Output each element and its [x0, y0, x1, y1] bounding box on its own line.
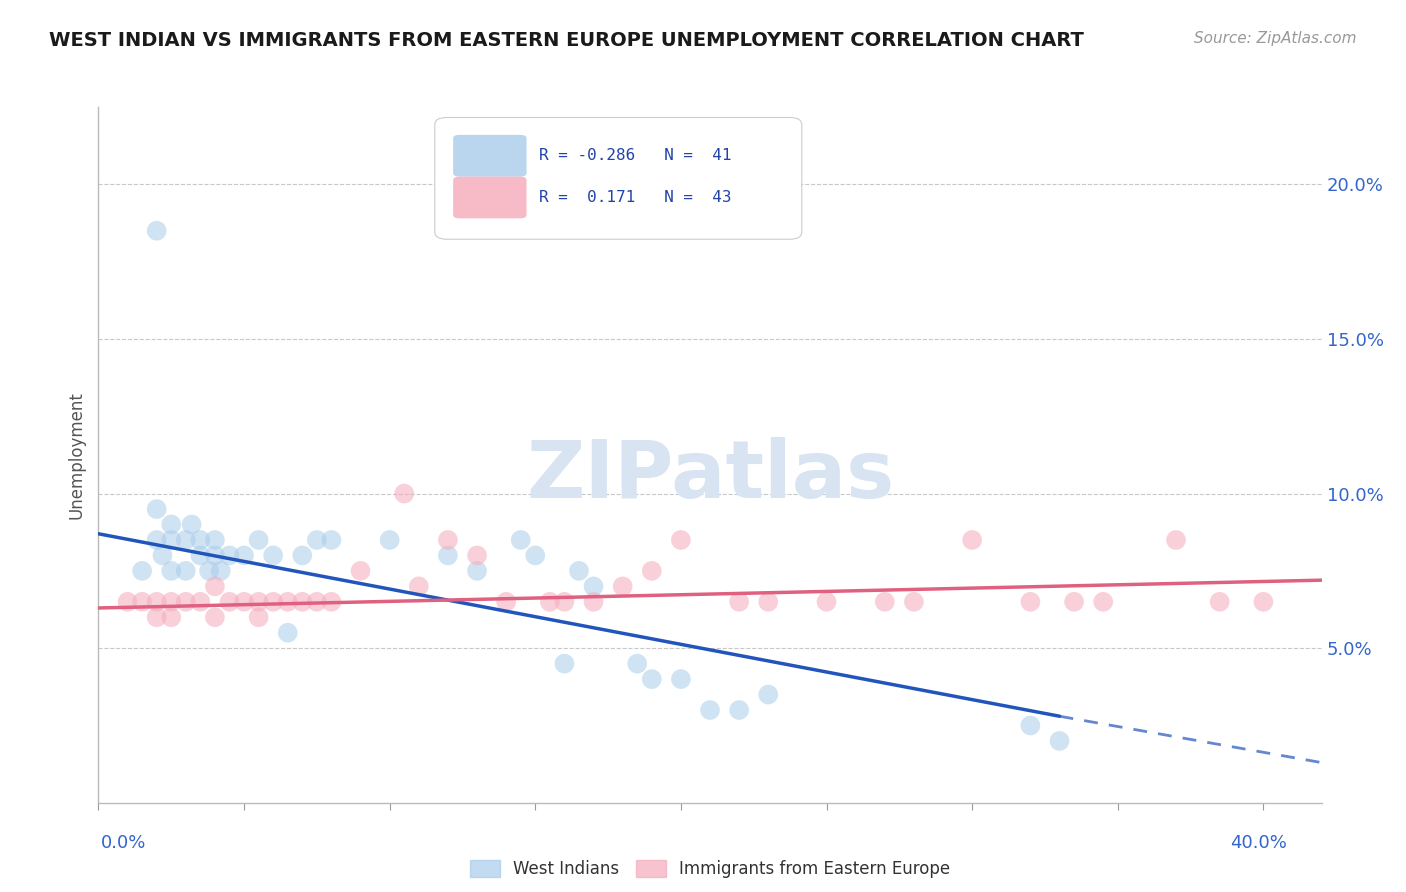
- Point: [233, 595, 256, 609]
- Point: [174, 564, 197, 578]
- Point: [1253, 595, 1275, 609]
- Point: [188, 549, 212, 563]
- Point: [756, 595, 779, 609]
- Point: [873, 595, 896, 609]
- Point: [392, 486, 416, 500]
- Point: [152, 549, 174, 563]
- Point: [728, 703, 751, 717]
- Point: [188, 595, 212, 609]
- Point: [145, 224, 167, 238]
- Point: [524, 549, 547, 563]
- Point: [262, 595, 284, 609]
- Text: ZIPatlas: ZIPatlas: [526, 437, 894, 515]
- Text: WEST INDIAN VS IMMIGRANTS FROM EASTERN EUROPE UNEMPLOYMENT CORRELATION CHART: WEST INDIAN VS IMMIGRANTS FROM EASTERN E…: [49, 31, 1084, 50]
- Point: [198, 564, 221, 578]
- Point: [349, 564, 371, 578]
- Point: [204, 610, 226, 624]
- Point: [1049, 734, 1071, 748]
- Point: [117, 595, 139, 609]
- Point: [815, 595, 838, 609]
- Point: [669, 672, 692, 686]
- Point: [509, 533, 531, 547]
- Text: Source: ZipAtlas.com: Source: ZipAtlas.com: [1194, 31, 1357, 46]
- Point: [209, 564, 232, 578]
- Point: [218, 595, 240, 609]
- Point: [204, 549, 226, 563]
- Point: [465, 549, 488, 563]
- Point: [305, 595, 328, 609]
- Point: [188, 533, 212, 547]
- Point: [538, 595, 561, 609]
- Point: [960, 533, 983, 547]
- Point: [1208, 595, 1232, 609]
- Point: [131, 595, 153, 609]
- Point: [174, 595, 197, 609]
- Point: [204, 579, 226, 593]
- Point: [145, 533, 167, 547]
- Point: [305, 533, 328, 547]
- Point: [262, 549, 284, 563]
- Point: [145, 595, 167, 609]
- Point: [131, 564, 153, 578]
- Point: [408, 579, 430, 593]
- Point: [728, 595, 751, 609]
- Y-axis label: Unemployment: Unemployment: [67, 391, 86, 519]
- Point: [699, 703, 721, 717]
- Point: [1092, 595, 1115, 609]
- Point: [321, 595, 343, 609]
- Point: [277, 625, 299, 640]
- Point: [180, 517, 202, 532]
- Point: [582, 595, 605, 609]
- Point: [321, 533, 343, 547]
- Point: [1063, 595, 1085, 609]
- Point: [277, 595, 299, 609]
- Point: [612, 579, 634, 593]
- Point: [247, 595, 270, 609]
- Point: [145, 502, 167, 516]
- Point: [174, 533, 197, 547]
- Point: [160, 595, 183, 609]
- Point: [669, 533, 692, 547]
- FancyBboxPatch shape: [453, 135, 526, 177]
- Point: [641, 564, 664, 578]
- Point: [291, 549, 314, 563]
- Text: 0.0%: 0.0%: [101, 834, 146, 852]
- Text: 40.0%: 40.0%: [1230, 834, 1286, 852]
- Point: [247, 533, 270, 547]
- Point: [247, 610, 270, 624]
- Point: [160, 610, 183, 624]
- Point: [1019, 595, 1042, 609]
- Point: [233, 549, 256, 563]
- Point: [756, 688, 779, 702]
- Point: [437, 533, 460, 547]
- Text: R =  0.171   N =  43: R = 0.171 N = 43: [538, 190, 731, 205]
- Point: [553, 657, 575, 671]
- FancyBboxPatch shape: [453, 177, 526, 219]
- FancyBboxPatch shape: [434, 118, 801, 239]
- Legend: West Indians, Immigrants from Eastern Europe: West Indians, Immigrants from Eastern Eu…: [463, 854, 957, 885]
- Point: [568, 564, 591, 578]
- Text: R = -0.286   N =  41: R = -0.286 N = 41: [538, 148, 731, 163]
- Point: [465, 564, 488, 578]
- Point: [626, 657, 648, 671]
- Point: [495, 595, 517, 609]
- Point: [218, 549, 240, 563]
- Point: [291, 595, 314, 609]
- Point: [641, 672, 664, 686]
- Point: [204, 533, 226, 547]
- Point: [903, 595, 925, 609]
- Point: [160, 517, 183, 532]
- Point: [553, 595, 575, 609]
- Point: [1019, 718, 1042, 732]
- Point: [582, 579, 605, 593]
- Point: [1164, 533, 1187, 547]
- Point: [160, 533, 183, 547]
- Point: [378, 533, 401, 547]
- Point: [160, 564, 183, 578]
- Point: [437, 549, 460, 563]
- Point: [145, 610, 167, 624]
